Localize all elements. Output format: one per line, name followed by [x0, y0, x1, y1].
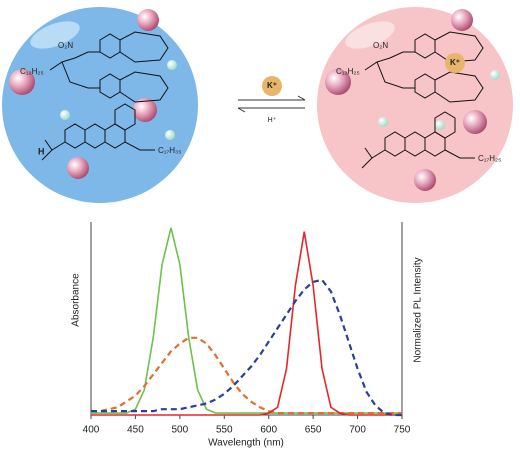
x-tick-label: 450	[127, 425, 144, 436]
forward-label: K⁺	[267, 81, 277, 90]
series-line	[91, 231, 402, 416]
x-axis-label: Wavelength (nm)	[208, 438, 284, 449]
series-line	[91, 227, 402, 414]
chart-frame	[90, 222, 403, 416]
backward-label: H⁺	[268, 117, 277, 124]
series-line	[91, 278, 402, 417]
x-tick-label: 550	[216, 425, 233, 436]
ion-label: K⁺	[450, 58, 460, 67]
acyl-label: C₁₇H₃₅	[158, 146, 181, 155]
y-axis-label: Absorbance	[71, 273, 82, 327]
equilibrium-arrows: K⁺ H⁺	[237, 76, 306, 124]
chain-label: C₁₂H₂₅	[336, 67, 360, 76]
x-tick-label: 650	[305, 425, 322, 436]
proton-label: H	[38, 146, 45, 156]
x-tick-label: 600	[260, 425, 277, 436]
nitro-label: O₂N	[373, 41, 388, 50]
x-tick-label: 400	[83, 425, 100, 436]
y2-axis-label: Normalized PL Intensity	[413, 257, 424, 362]
x-tick-label: 750	[394, 425, 411, 436]
chain-label: C₁₂H₂₅	[20, 67, 44, 76]
x-tick-label: 700	[349, 425, 366, 436]
x-tick-label: 500	[172, 425, 189, 436]
nitro-label: O₂N	[58, 41, 73, 50]
right-particle: K⁺ O₂N C₁₂H₂₅ C₁₇H₂₅	[317, 7, 513, 203]
series-line	[91, 336, 402, 415]
acyl-label: C₁₇H₂₅	[478, 154, 501, 163]
left-particle: O₂N C₁₂H₂₅ C₁₇H₃₅ H	[2, 7, 198, 203]
